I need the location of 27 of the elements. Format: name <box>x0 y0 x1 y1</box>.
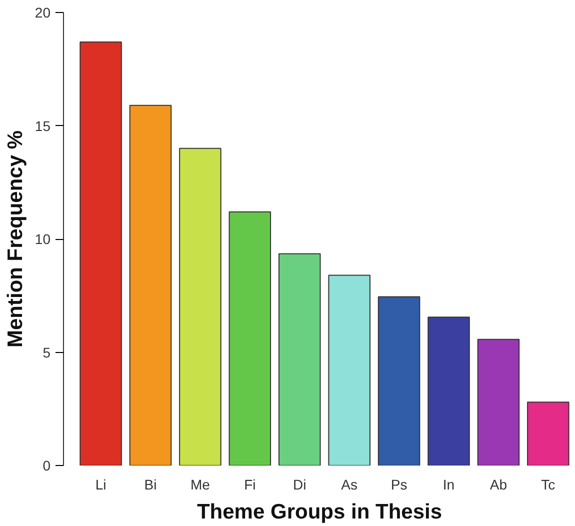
bar <box>129 104 172 466</box>
y-tick-label: 0 <box>42 458 51 474</box>
x-tick-label: As <box>341 476 358 492</box>
bar <box>428 316 470 466</box>
x-tick-label: Ps <box>390 476 408 492</box>
bar <box>328 274 370 466</box>
y-axis-title: Mention Frequency % <box>4 130 27 348</box>
bar <box>477 338 520 466</box>
x-tick-label: Bi <box>144 476 157 492</box>
x-tick-label: In <box>442 476 455 492</box>
x-tick-label: Li <box>95 476 106 492</box>
y-tick-label: 5 <box>42 344 51 360</box>
y-tick-label: 10 <box>34 231 51 247</box>
bar <box>179 148 222 466</box>
bar <box>228 211 272 466</box>
y-tick-label: 15 <box>34 118 51 134</box>
bar <box>278 253 321 466</box>
x-tick-label: Di <box>293 476 306 492</box>
x-axis-title: Theme Groups in Thesis <box>196 500 442 524</box>
x-tick-label: Ab <box>490 476 508 492</box>
x-tick-label: Tc <box>541 476 556 492</box>
x-tick-label: Fi <box>244 476 256 492</box>
x-tick-label: Me <box>190 476 210 492</box>
bar <box>378 296 420 466</box>
bar <box>527 402 570 466</box>
y-tick-label: 20 <box>34 4 51 20</box>
bar <box>80 41 122 466</box>
